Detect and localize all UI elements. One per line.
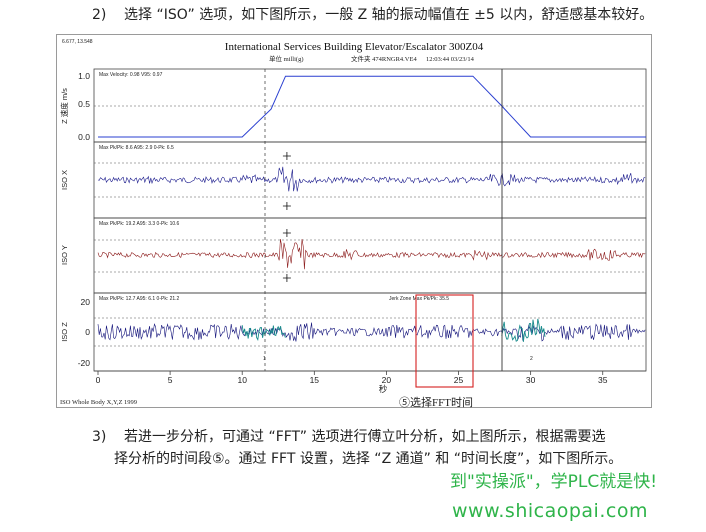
series-iso-x-line	[97, 166, 646, 192]
ylabel-iso-x: ISO X	[60, 170, 69, 190]
ytick-z-20: 20	[81, 297, 91, 307]
step-text-line1: 若进一步分析，可通过 “FFT” 选项进行傅立叶分析，如上图所示，根据需要选	[124, 429, 606, 445]
marker-2-label: 2	[530, 356, 533, 362]
peak-marker	[282, 152, 291, 160]
peak-marker	[282, 202, 291, 210]
step-number: 3)	[92, 429, 107, 445]
ytick-vel-0: 0.0	[78, 132, 90, 142]
panel-stats-iso-x: Max Pk/Pk: 8.6 A95: 2.9 0-Pk: 6.5	[99, 145, 174, 151]
file-label: 文件夹 474RNGR4.VE4	[351, 54, 417, 63]
step-number: 2)	[92, 7, 107, 23]
ylabel-iso-y: ISO Y	[60, 245, 69, 265]
step-text: 选择 “ISO” 选项，如下图所示，一般 Z 轴的振动幅值在 ±5 以内，舒适感…	[124, 7, 654, 23]
x-tick-label: 5	[168, 375, 173, 385]
signal-traces	[97, 75, 646, 342]
vibration-chart-figure: 6.677, 13.548 International Services Bui…	[56, 34, 652, 409]
watermark-url: www.shicaopai.com	[452, 500, 648, 522]
chart-title: International Services Building Elevator…	[225, 41, 484, 53]
ytick-vel-0-5: 0.5	[78, 99, 90, 109]
x-axis: 0 5 10 15 20 25 30 35	[94, 370, 646, 385]
timestamp: 12:03:44 03/23/14	[426, 56, 475, 63]
peak-marker	[282, 229, 291, 237]
marker-1-label: 1	[263, 356, 266, 362]
x-tick-label: 30	[526, 375, 536, 385]
peak-marker	[282, 274, 291, 282]
jerk-zone-label: Jerk Zone Max Pk/Pk: 35.5	[389, 296, 449, 302]
figure-frame	[56, 34, 652, 408]
ytick-z-minus-20: -20	[78, 358, 91, 368]
fft-caption: ⑤选择FFT时间	[399, 395, 473, 408]
step-text-line2: 择分析的时间段⑤。通过 FFT 设置，选择 “Z 通道” 和 “时间长度”，如下…	[114, 451, 623, 467]
panel-stats-iso-z: Max Pk/Pk: 12.7 A95: 6.1 0-Pk: 21.2	[99, 296, 180, 302]
jerk-zone-end-trace	[501, 318, 546, 342]
unit-label: 单位 milli(g)	[269, 54, 303, 63]
ytick-z-0: 0	[85, 327, 90, 337]
x-tick-label: 20	[382, 375, 392, 385]
paragraph-step-3: 3) 若进一步分析，可通过 “FFT” 选项进行傅立叶分析，如上图所示，根据需要选…	[92, 426, 692, 470]
ytick-vel-1: 1.0	[78, 71, 90, 81]
jerk-zone-start-trace	[241, 325, 286, 341]
x-tick-label: 25	[454, 375, 464, 385]
vibration-chart: 6.677, 13.548 International Services Bui…	[56, 34, 652, 409]
series-velocity-line	[98, 75, 646, 138]
panel-stats-velocity: Max Velocity: 0.98 V95: 0.97	[99, 72, 163, 78]
x-tick-label: 15	[310, 375, 320, 385]
paragraph-step-2: 2) 选择 “ISO” 选项，如下图所示，一般 Z 轴的振动幅值在 ±5 以内，舒…	[92, 4, 653, 26]
series-iso-y-line	[97, 239, 646, 270]
watermark-slogan: 到"实操派"，学PLC就是快!	[450, 472, 658, 492]
panel-stats-iso-y: Max Pk/Pk: 19.2 A95: 3.3 0-Pk: 10.6	[99, 221, 180, 227]
x-tick-label: 10	[237, 375, 247, 385]
x-tick-label: 0	[96, 375, 101, 385]
ylabel-velocity: Z 速度 m/s	[59, 88, 69, 124]
corner-readout: 6.677, 13.548	[62, 39, 93, 45]
fft-time-selection-box	[415, 294, 474, 388]
iso-footer: ISO Whole Body X,Y,Z 1999	[60, 399, 137, 406]
x-tick-label: 35	[598, 375, 608, 385]
x-axis-label: 秒	[379, 384, 388, 394]
series-iso-z-line	[97, 322, 646, 342]
ylabel-iso-z: ISO Z	[60, 322, 69, 342]
